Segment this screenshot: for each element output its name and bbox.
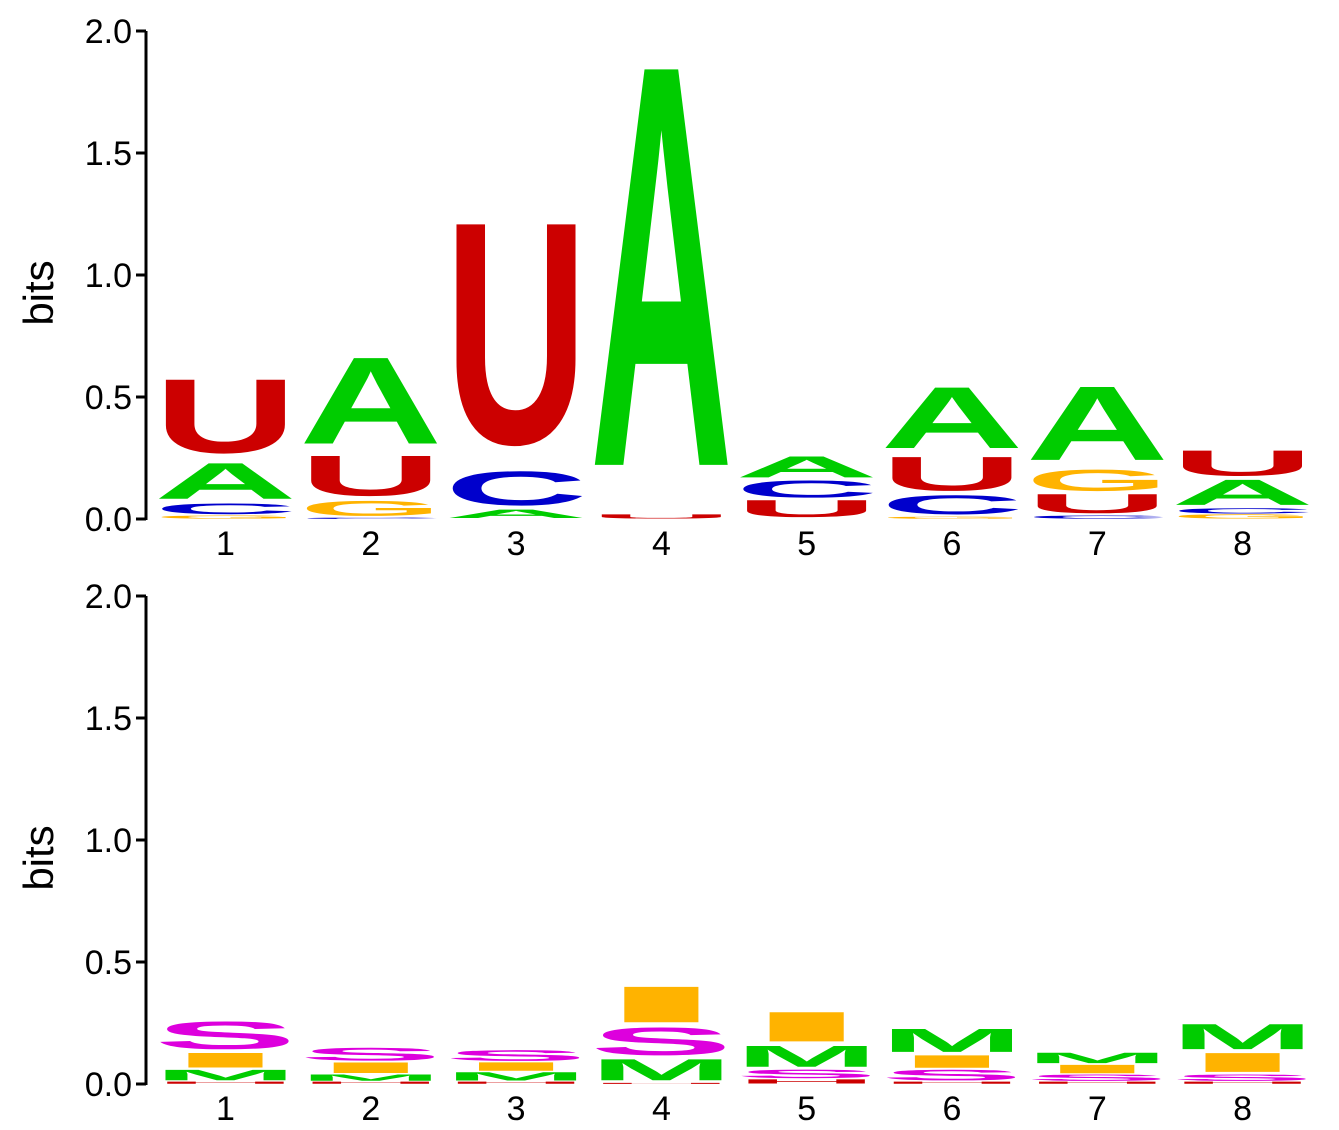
logo-letter-a: A: [299, 332, 442, 471]
logo-letter-a: A: [154, 452, 297, 510]
logo-letter-i: I: [735, 1003, 878, 1050]
logo-letter-c: C: [1026, 514, 1169, 519]
logo-letter-m: M: [1026, 1050, 1169, 1067]
logo-letter-c: C: [1171, 507, 1314, 515]
logo-letter-c: C: [154, 500, 297, 517]
logo-letter-g: G: [1026, 463, 1169, 497]
y-tick-label: 0.5: [85, 944, 132, 982]
logo-letter-g: G: [154, 514, 297, 519]
logo-letter-g: G: [299, 497, 442, 521]
logo-letter-s: S: [590, 1019, 733, 1063]
logo-letter-u: U: [299, 443, 442, 507]
x-tick-label: 7: [1088, 1090, 1107, 1128]
logo-letter-a: A: [445, 507, 588, 521]
x-tick-label: 5: [797, 1090, 816, 1128]
y-tick-label: 1.0: [85, 257, 132, 295]
logo-letter-h: H: [299, 1081, 442, 1084]
y-tick-label: 2.0: [85, 578, 132, 616]
logo-letter-h: H: [445, 1081, 588, 1084]
logo-letter-s: S: [1026, 1073, 1169, 1083]
logo-letter-c: C: [445, 461, 588, 515]
x-tick-label: 7: [1088, 525, 1107, 563]
logo-letter-h: H: [154, 1081, 297, 1084]
x-tick-label: 6: [943, 1090, 962, 1128]
logo-letter-u: U: [1171, 443, 1314, 484]
y-axis-label: bits: [15, 260, 62, 325]
y-axis-label: bits: [15, 825, 62, 890]
logo-letter-g: G: [881, 516, 1024, 519]
logo-letter-i: I: [154, 1048, 297, 1072]
logo-letter-c: C: [735, 475, 878, 502]
logo-letter-u: U: [445, 156, 588, 511]
logo-letter-h: H: [1171, 1081, 1314, 1084]
logo-letter-u: U: [1026, 488, 1169, 518]
logo-letter-s: S: [299, 1044, 442, 1064]
x-tick-label: 5: [797, 525, 816, 563]
x-tick-label: 6: [943, 525, 962, 563]
x-tick-label: 2: [361, 1090, 380, 1128]
logo-letter-m: M: [590, 1053, 733, 1087]
logo-letter-g: G: [1171, 513, 1314, 520]
x-tick-label: 1: [216, 525, 235, 563]
logo-letter-h: H: [590, 1082, 733, 1084]
x-tick-label: 3: [507, 525, 526, 563]
logo-letter-a: A: [1171, 472, 1314, 513]
logo-letter-a: A: [1026, 364, 1169, 483]
y-tick-label: 1.5: [85, 135, 132, 173]
logo-letter-i: I: [1171, 1047, 1314, 1077]
logo-letter-u: U: [881, 447, 1024, 501]
x-tick-label: 1: [216, 1090, 235, 1128]
logo-letter-a: A: [881, 369, 1024, 467]
logo-letter-i: I: [881, 1051, 1024, 1071]
logo-letter-i: I: [299, 1059, 442, 1076]
logo-letter-i: I: [445, 1060, 588, 1074]
logo-letter-h: H: [881, 1081, 1024, 1084]
y-tick-label: 1.5: [85, 700, 132, 738]
y-tick-label: 2.0: [85, 13, 132, 51]
x-tick-label: 3: [507, 1090, 526, 1128]
x-tick-label: 8: [1233, 525, 1252, 563]
logo-letter-m: M: [881, 1022, 1024, 1059]
logo-letter-u: U: [735, 495, 878, 522]
logo-letter-m: M: [154, 1067, 297, 1084]
logo-letter-a: A: [735, 450, 878, 484]
logo-letter-m: M: [445, 1070, 588, 1084]
logo-letter-i: I: [590, 976, 733, 1033]
logo-letter-u: U: [590, 513, 733, 520]
y-tick-label: 0.0: [85, 1066, 132, 1104]
x-tick-label: 8: [1233, 1090, 1252, 1128]
logo-letter-s: S: [445, 1047, 588, 1064]
logo-letter-a: A: [590, 0, 733, 588]
x-tick-label: 4: [652, 525, 671, 563]
logo-letter-s: S: [1171, 1073, 1314, 1083]
y-tick-label: 0.0: [85, 501, 132, 539]
logo-letter-s: S: [735, 1067, 878, 1080]
logo-letter-u: U: [154, 357, 297, 476]
y-tick-label: 1.0: [85, 822, 132, 860]
logo-letter-m: M: [735, 1040, 878, 1074]
logo-letter-m: M: [1171, 1017, 1314, 1057]
logo-letter-s: S: [154, 1013, 297, 1057]
logo-letter-c: C: [299, 517, 442, 519]
y-tick-label: 0.5: [85, 379, 132, 417]
x-tick-label: 4: [652, 1090, 671, 1128]
logo-letter-s: S: [881, 1067, 1024, 1084]
x-tick-label: 2: [361, 525, 380, 563]
logo-letter-h: H: [1026, 1081, 1169, 1084]
logo-letter-i: I: [1026, 1062, 1169, 1076]
logo-letter-c: C: [881, 490, 1024, 520]
logo-letter-m: M: [299, 1073, 442, 1083]
logo-letter-h: H: [735, 1078, 878, 1085]
